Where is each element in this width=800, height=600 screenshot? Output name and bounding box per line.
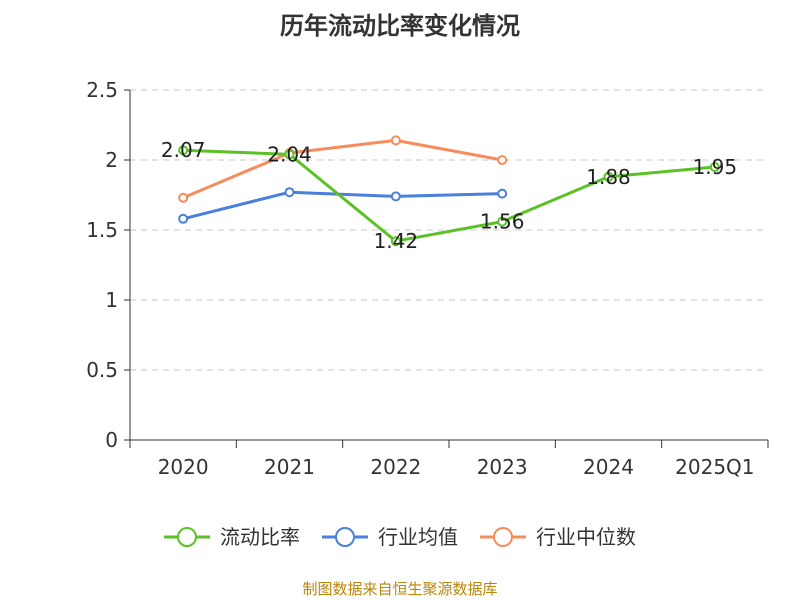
data-label: 1.56 bbox=[480, 210, 525, 234]
chart-title: 历年流动比率变化情况 bbox=[280, 12, 520, 40]
series-line bbox=[182, 138, 503, 200]
y-tick-label: 2 bbox=[105, 148, 118, 172]
legend-swatch-marker bbox=[493, 527, 513, 547]
x-tick-label: 2020 bbox=[158, 455, 209, 479]
data-point bbox=[497, 188, 508, 199]
data-label: 2.07 bbox=[161, 138, 206, 162]
x-tick-label: 2021 bbox=[264, 455, 315, 479]
legend-label: 流动比率 bbox=[220, 525, 300, 549]
data-point bbox=[284, 149, 295, 160]
series-line bbox=[182, 190, 503, 221]
axes: 0 0.5 1 1.5 2 2.5 2020 2021 2022 2023 2024 2025Q1 bbox=[86, 78, 769, 479]
series-layer bbox=[178, 135, 720, 247]
source-note: 制图数据来自恒生聚源数据库 bbox=[302, 580, 497, 598]
legend[interactable]: 流动比率 行业均值 行业中位数 bbox=[164, 525, 636, 549]
data-label: 1.95 bbox=[693, 155, 738, 179]
data-label: 1.88 bbox=[586, 165, 631, 189]
data-point bbox=[390, 191, 401, 202]
legend-item[interactable]: 行业均值 bbox=[322, 525, 458, 549]
series-line bbox=[183, 148, 715, 243]
y-tick-label: 0 bbox=[105, 428, 118, 452]
data-label: 2.04 bbox=[267, 142, 312, 166]
x-tick-label: 2022 bbox=[370, 455, 421, 479]
data-point bbox=[284, 187, 295, 198]
data-point bbox=[603, 171, 614, 182]
y-tick-label: 0.5 bbox=[86, 358, 118, 382]
y-tick-label: 2.5 bbox=[86, 78, 118, 102]
legend-item[interactable]: 行业中位数 bbox=[480, 525, 636, 549]
data-point bbox=[178, 192, 189, 203]
data-point bbox=[709, 162, 720, 172]
data-point bbox=[390, 236, 401, 247]
data-label: 1.42 bbox=[374, 229, 419, 253]
x-tick-label: 2023 bbox=[477, 455, 528, 479]
data-point bbox=[178, 145, 189, 156]
y-tick-label: 1.5 bbox=[86, 218, 118, 242]
legend-label: 行业均值 bbox=[378, 525, 458, 549]
data-point bbox=[390, 135, 401, 146]
x-tick-label: 2024 bbox=[583, 455, 634, 479]
legend-swatch-marker bbox=[335, 527, 355, 547]
data-point bbox=[497, 216, 508, 227]
y-tick-label: 1 bbox=[105, 288, 118, 312]
data-labels: 2.07 2.04 1.42 1.56 1.88 1.95 bbox=[161, 138, 737, 253]
legend-item[interactable]: 流动比率 bbox=[164, 525, 300, 549]
legend-swatch-marker bbox=[177, 527, 197, 547]
data-point bbox=[497, 155, 508, 165]
data-point bbox=[178, 213, 189, 224]
x-tick-label: 2025Q1 bbox=[675, 455, 754, 479]
legend-label: 行业中位数 bbox=[536, 525, 636, 549]
